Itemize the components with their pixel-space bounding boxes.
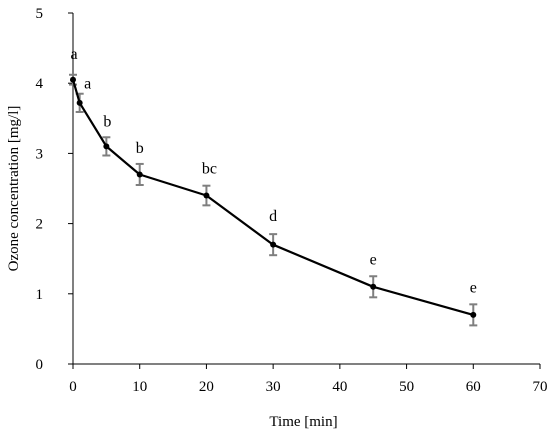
- series-line: [71, 79, 474, 316]
- significance-labels: aa b b bc d e e: [70, 46, 476, 297]
- error-bars: [69, 73, 478, 327]
- data-point: [70, 76, 76, 83]
- data-point: [136, 171, 143, 178]
- data-point: [76, 99, 83, 106]
- x-tick-label: 10: [132, 379, 147, 395]
- data-point: [370, 283, 377, 290]
- axes: [72, 13, 540, 365]
- data-points: [70, 76, 477, 318]
- x-tick-label: 70: [533, 379, 548, 395]
- data-point: [103, 143, 110, 150]
- significance-label: b: [103, 113, 111, 130]
- y-ticks: 0 1 2 3 4 5: [36, 6, 73, 373]
- y-tick-label: 4: [36, 76, 44, 92]
- significance-label: b: [136, 140, 144, 157]
- y-tick-label: 3: [36, 146, 44, 162]
- x-tick-label: 50: [399, 379, 414, 395]
- y-tick-label: 5: [36, 6, 44, 22]
- x-ticks: 0 10 20 30 40 50 60 70: [69, 364, 548, 395]
- x-tick-label: 0: [69, 379, 77, 395]
- significance-label: a: [70, 46, 77, 63]
- significance-label: e: [370, 251, 377, 268]
- x-tick-label: 40: [332, 379, 347, 395]
- x-axis-title: Time [min]: [269, 414, 337, 430]
- significance-label: a: [84, 76, 91, 93]
- significance-label: bc: [202, 161, 217, 178]
- x-tick-label: 20: [199, 379, 214, 395]
- significance-label: d: [269, 208, 277, 225]
- data-point: [270, 241, 277, 248]
- x-tick-label: 30: [266, 379, 281, 395]
- y-tick-label: 2: [36, 217, 44, 233]
- y-axis-title: Ozone concentration [mg/l]: [6, 106, 22, 272]
- y-tick-label: 0: [36, 357, 44, 373]
- significance-label: e: [470, 279, 477, 296]
- x-tick-label: 60: [466, 379, 481, 395]
- data-point: [470, 311, 477, 318]
- y-tick-label: 1: [36, 287, 44, 303]
- data-point: [203, 192, 210, 199]
